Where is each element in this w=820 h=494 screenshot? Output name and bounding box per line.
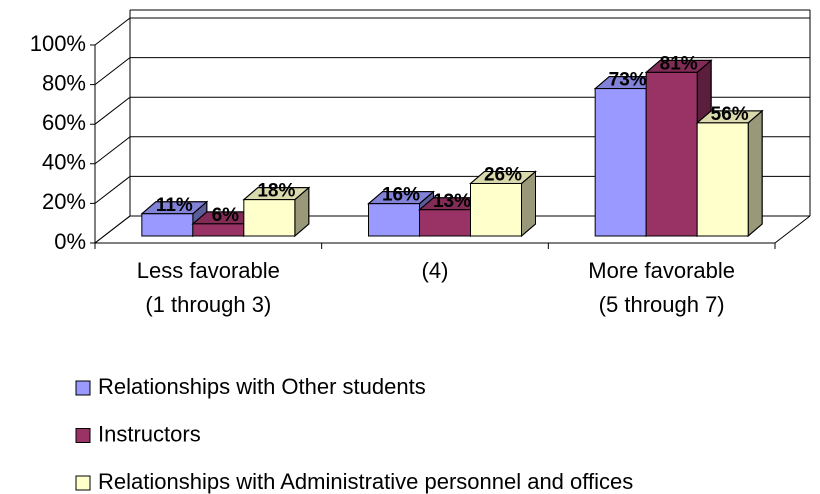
grid-line	[90, 136, 810, 165]
value-label: 11%	[156, 195, 193, 216]
x-tick-label: Less favorable (1 through 3)	[137, 258, 280, 317]
grid-line	[90, 175, 810, 204]
bar	[696, 122, 749, 237]
bar	[141, 213, 194, 237]
value-label: 73%	[609, 70, 647, 91]
bar	[470, 182, 522, 237]
bar	[243, 199, 296, 237]
legend-swatch	[75, 380, 91, 396]
bar	[368, 203, 420, 237]
y-tick-label: 0%	[54, 229, 86, 254]
y-tick-label: 100%	[30, 31, 86, 56]
y-tick-label: 20%	[42, 189, 86, 214]
value-label: 6%	[212, 205, 240, 226]
legend-swatch	[75, 475, 91, 491]
bar	[645, 71, 698, 237]
value-label: 16%	[382, 185, 420, 206]
wall-left	[94, 10, 131, 245]
legend-swatch	[75, 428, 91, 443]
legend-label: Relationships with Other students	[98, 374, 426, 399]
grid-line	[90, 17, 810, 46]
x-tick-label: (4)	[422, 258, 449, 283]
value-label: 56%	[711, 104, 749, 125]
grid-line	[90, 57, 810, 86]
y-tick-label: 80%	[42, 70, 86, 95]
value-label: 18%	[257, 181, 295, 202]
bar	[419, 209, 471, 237]
legend-label: Relationships with Administrative person…	[98, 469, 633, 494]
bar-side-shade	[747, 109, 763, 238]
legend-label: Instructors	[98, 421, 201, 446]
y-tick-label: 60%	[42, 110, 86, 135]
x-tick-label: More favorable (5 through 7)	[588, 258, 735, 317]
y-tick-label: 40%	[42, 150, 86, 175]
value-label: 81%	[660, 53, 698, 74]
value-label: 26%	[484, 165, 522, 186]
value-label: 13%	[433, 191, 471, 212]
bar	[594, 88, 647, 237]
grid-line	[90, 96, 810, 125]
